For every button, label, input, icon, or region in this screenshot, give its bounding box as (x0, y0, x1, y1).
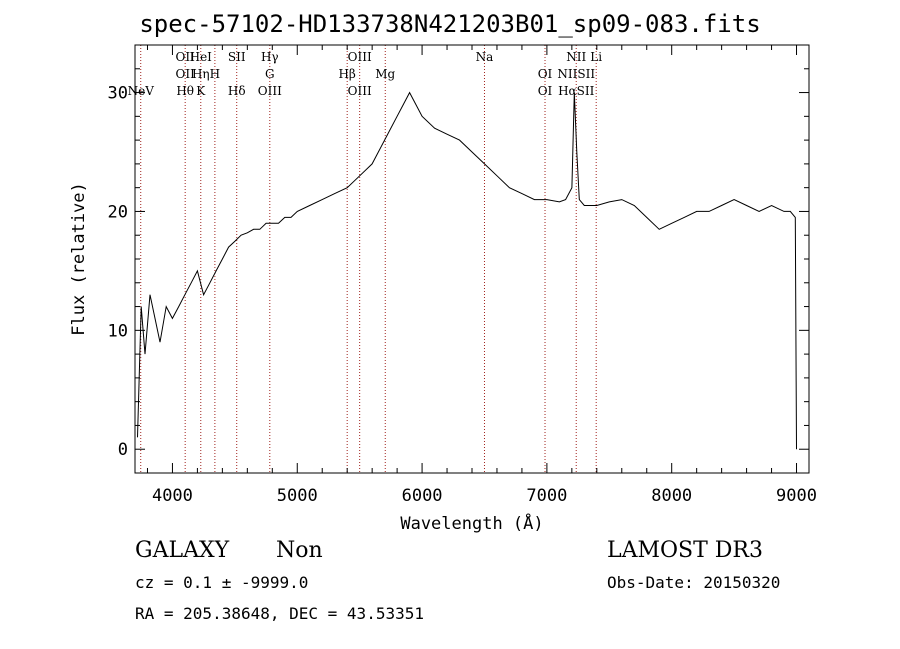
line-label-9-top: Na (476, 50, 494, 64)
x-tick-label-5000: 5000 (277, 486, 318, 506)
line-label-5-mid: G (265, 67, 275, 81)
chart-title: spec-57102-HD133738N421203B01_sp09-083.f… (139, 10, 761, 38)
line-label-4-top: SII (228, 50, 246, 64)
line-label-8-mid: Mg (375, 67, 395, 81)
series-line-0 (137, 91, 797, 450)
x-axis-label: Wavelength (Å) (400, 512, 543, 534)
line-label-4-low: Hδ (228, 84, 246, 98)
obs-date: Obs-Date: 20150320 (607, 573, 781, 592)
line-label-11-top: NII (566, 50, 586, 64)
plot-frame (134, 44, 810, 474)
x-tick-label-7000: 7000 (526, 486, 567, 506)
line-label-10-low: OI (538, 84, 553, 98)
line-label-2-low: K (196, 84, 206, 98)
y-tick-label-0: 0 (118, 440, 128, 460)
line-label-1-low: Hθ (176, 84, 194, 98)
x-tick-label-9000: 9000 (776, 486, 817, 506)
line-label-1-top: OII (176, 50, 196, 64)
y-tick-label-10: 10 (108, 321, 128, 341)
y-tick-label-20: 20 (108, 202, 128, 222)
line-label-11-low: HαSII (558, 84, 595, 98)
line-label-3-mid: H (210, 67, 220, 81)
line-label-10-mid: OI (538, 67, 553, 81)
object-subclass: Non (276, 538, 323, 563)
redshift-readout: cz = 0.1 ± -9999.0 (135, 573, 309, 592)
y-tick-label-30: 30 (108, 84, 128, 104)
x-tick-label-8000: 8000 (651, 486, 692, 506)
line-label-5-top: Hγ (261, 50, 279, 64)
x-tick-label-4000: 4000 (152, 486, 193, 506)
line-label-0-low: NeV (128, 84, 155, 98)
y-axis-ticks: 0 10 20 30 (108, 44, 809, 474)
line-label-11-mid: NIISII (557, 67, 595, 81)
line-label-6-mid: Hβ (338, 67, 355, 81)
line-label-1-mid: OII (176, 67, 196, 81)
object-class: GALAXY (135, 538, 230, 563)
line-label-2-mid: Hη (192, 67, 210, 81)
coordinates: RA = 205.38648, DEC = 43.53351 (135, 604, 424, 623)
emission-lines: NeV OII OII Hθ HeI Hη KH SII Hδ Hγ G OIII Hβ OIII OIII… (128, 45, 602, 473)
x-tick-label-6000: 6000 (402, 486, 443, 506)
spectrum-series (137, 91, 797, 450)
line-label-2-top: HeI (190, 50, 213, 64)
line-label-12-top: Li (590, 50, 602, 64)
line-label-7-top: OIII (348, 50, 372, 64)
y-axis-label: Flux (relative) (69, 182, 89, 336)
line-label-7-low: OIII (348, 84, 372, 98)
survey-name: LAMOST DR3 (607, 538, 763, 563)
line-label-5-low: OIII (258, 84, 282, 98)
x-axis-ticks: 4000 5000 6000 7000 8000 9000 (146, 45, 817, 506)
